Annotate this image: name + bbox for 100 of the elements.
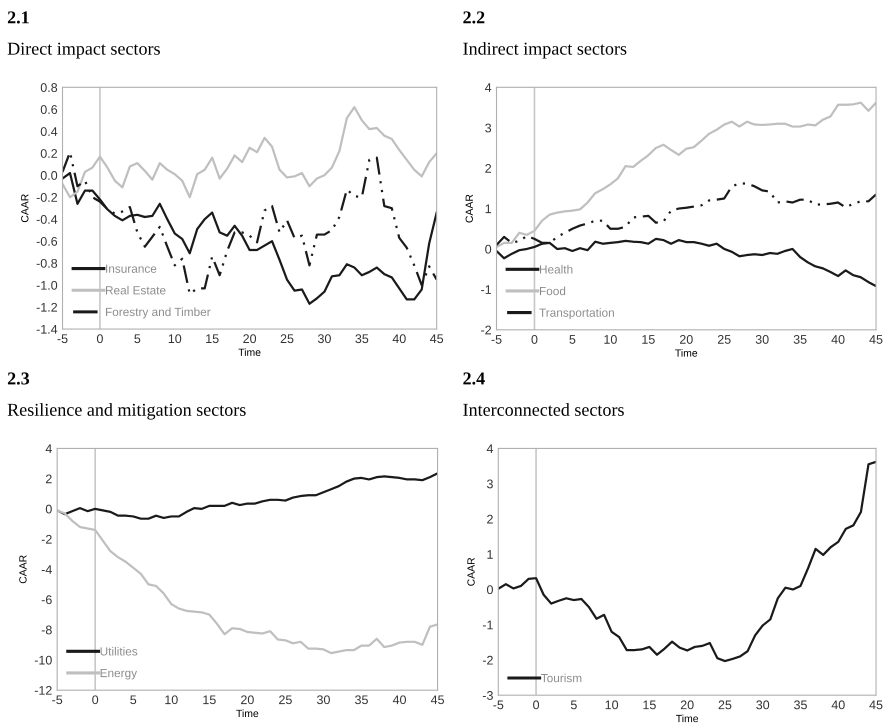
x-tick-label: -5 <box>52 695 62 704</box>
legend-label: Insurance <box>106 264 156 273</box>
x-tick-label: 0 <box>533 700 540 710</box>
y-tick-label: -1 <box>482 620 493 630</box>
y-axis-title: CAAR <box>466 194 473 223</box>
x-tick-label: 40 <box>831 334 845 344</box>
x-tick-label: 15 <box>642 335 655 344</box>
y-tick-label: 1 <box>486 204 492 214</box>
y-axis-title: CAAR <box>21 194 28 222</box>
x-tick-label: 45 <box>869 700 882 710</box>
x-tick-label: 10 <box>606 700 618 710</box>
y-tick-label: 4 <box>486 444 494 453</box>
x-tick-label: 35 <box>794 334 807 344</box>
x-tick-label: 40 <box>392 334 406 344</box>
y-tick-label: -0.2 <box>36 193 58 202</box>
y-tick-label: -2 <box>481 326 492 334</box>
y-tick-label: 0.2 <box>40 149 58 158</box>
x-tick-label: 5 <box>130 695 136 704</box>
x-axis-title: Time <box>238 348 261 356</box>
y-tick-label: 0 <box>485 244 492 254</box>
legend-label: Energy <box>100 668 138 680</box>
y-tick-label: -1.0 <box>36 280 58 290</box>
x-tick-label: 10 <box>165 695 178 704</box>
x-tick-label: 20 <box>680 700 694 710</box>
x-tick-label: -5 <box>492 335 502 344</box>
y-tick-label: 0.8 <box>40 83 58 92</box>
y-tick-label: -2 <box>482 656 493 665</box>
x-tick-label: 30 <box>316 695 330 704</box>
y-axis-title: CAAR <box>19 555 27 584</box>
x-tick-label: 20 <box>241 695 254 704</box>
y-tick-label: 1 <box>487 550 493 559</box>
y-tick-label: 0 <box>46 504 52 514</box>
legend-label: Transportation <box>539 308 614 320</box>
y-tick-label: 2 <box>485 164 492 173</box>
x-tick-label: 30 <box>756 700 770 710</box>
chart-subtitle: Direct impact sectors <box>8 42 160 58</box>
x-tick-label: 20 <box>680 334 693 344</box>
x-tick-label: 35 <box>355 334 368 344</box>
x-tick-label: 15 <box>206 334 219 344</box>
chart-title: 2.1 <box>8 11 29 24</box>
chart-title: 2.3 <box>8 372 30 385</box>
x-tick-label: 5 <box>134 334 140 344</box>
y-tick-label: 0.0 <box>40 171 58 180</box>
x-tick-label: 35 <box>794 700 807 710</box>
y-tick-label: -8 <box>42 626 52 634</box>
y-tick-label: 3 <box>486 480 493 488</box>
y-tick-label: 0 <box>486 585 493 594</box>
legend-label: Utilities <box>100 646 138 656</box>
legend-label: Food <box>540 286 566 296</box>
x-tick-label: 25 <box>718 334 731 344</box>
y-tick-label: 4 <box>46 444 52 453</box>
x-tick-label: 0 <box>92 695 98 704</box>
y-tick-label: 0.6 <box>40 105 58 114</box>
x-tick-label: 15 <box>203 695 216 704</box>
x-tick-label: 40 <box>392 695 406 704</box>
y-tick-label: -0.6 <box>36 236 58 246</box>
y-tick-label: -1 <box>481 285 492 294</box>
y-tick-label: 2 <box>46 474 52 484</box>
x-tick-label: -5 <box>58 334 68 344</box>
x-tick-label: 0 <box>96 334 103 344</box>
y-tick-label: 2 <box>487 514 493 524</box>
x-tick-label: 20 <box>243 334 256 344</box>
legend-label: Forestry and Timber <box>106 307 210 318</box>
x-tick-label: 10 <box>604 334 617 344</box>
y-tick-label: 0.4 <box>40 127 58 136</box>
x-tick-label: 25 <box>718 700 732 710</box>
y-tick-label: -1.4 <box>36 324 58 334</box>
y-tick-label: -2 <box>42 534 52 544</box>
chart-subtitle: Resilience and mitigation sectors <box>8 403 246 420</box>
chart-subtitle: Indirect impact sectors <box>463 42 626 58</box>
x-tick-label: 45 <box>430 334 444 344</box>
y-axis-title: CAAR <box>467 558 475 586</box>
x-tick-label: 25 <box>280 334 294 344</box>
x-tick-label: 10 <box>168 334 182 344</box>
legend-label: Health <box>540 264 572 274</box>
chart-subtitle: Interconnected sectors <box>463 403 624 416</box>
y-tick-label: -0.4 <box>36 214 58 224</box>
x-axis-title: Time <box>236 709 258 718</box>
line-series <box>498 460 876 662</box>
x-tick-label: 25 <box>279 695 292 704</box>
legend-label: Real Estate <box>106 286 166 294</box>
x-tick-label: 35 <box>355 695 368 704</box>
x-tick-label: 5 <box>570 700 577 710</box>
x-axis-title: Time <box>676 714 698 722</box>
x-tick-label: 5 <box>569 335 576 344</box>
x-tick-label: 45 <box>869 335 882 344</box>
y-tick-label: -1.2 <box>36 302 58 312</box>
x-tick-label: 30 <box>318 334 331 344</box>
y-tick-label: 4 <box>484 83 492 92</box>
legend-label: Tourism <box>541 674 582 682</box>
line-series <box>57 472 438 520</box>
x-tick-label: 40 <box>832 700 845 710</box>
x-axis-title: Time <box>675 349 698 357</box>
chart-title: 2.4 <box>463 372 485 385</box>
x-tick-label: 15 <box>643 700 656 710</box>
y-tick-label: -10 <box>34 656 52 665</box>
x-tick-label: 0 <box>531 334 538 344</box>
y-tick-label: -0.8 <box>36 258 58 268</box>
y-tick-label: -3 <box>482 691 493 700</box>
x-tick-label: -5 <box>493 700 504 710</box>
